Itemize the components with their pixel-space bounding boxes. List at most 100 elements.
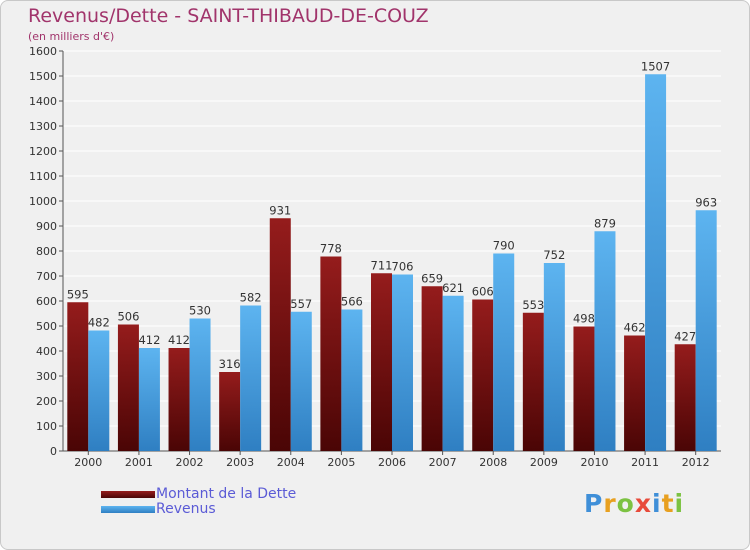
x-tick-label: 2002 [176,456,204,469]
legend-swatch-dette [101,491,155,498]
y-tick-label: 1000 [29,195,57,208]
value-label-dette: 498 [573,312,595,326]
bar-dette [67,302,89,451]
value-label-revenus: 530 [189,304,211,318]
logo-letter: t [661,489,675,518]
proxiti-logo: Proxiti [584,489,684,518]
bar-revenus [645,74,667,451]
bar-revenus [493,253,515,451]
x-tick-label: 2009 [530,456,558,469]
value-label-revenus: 582 [240,291,262,305]
value-label-revenus: 557 [290,297,312,311]
y-tick-label: 700 [36,270,57,283]
value-label-dette: 659 [421,271,443,285]
bar-revenus [189,318,211,451]
value-label-dette: 553 [522,298,544,312]
x-tick-label: 2007 [429,456,457,469]
bar-dette [624,335,646,451]
value-label-revenus: 706 [392,260,414,274]
y-tick-label: 300 [36,370,57,383]
bar-dette [573,326,595,451]
value-label-revenus: 482 [88,316,110,330]
x-tick-label: 2004 [277,456,305,469]
bar-revenus [392,274,413,451]
value-label-dette: 931 [269,203,291,217]
x-tick-label: 2008 [479,456,507,469]
y-tick-label: 1400 [29,95,57,108]
x-tick-label: 2011 [631,456,659,469]
bar-revenus [240,305,262,451]
bar-dette [472,299,494,451]
bar-dette [269,218,291,451]
x-tick-label: 2012 [682,456,710,469]
x-tick-label: 2010 [580,456,608,469]
legend-label-dette: Montant de la Dette [156,486,297,502]
x-tick-label: 2005 [327,456,355,469]
y-tick-label: 200 [36,395,57,408]
bar-dette [674,344,696,451]
bar-revenus [88,330,110,451]
value-label-dette: 595 [67,287,89,301]
value-label-dette: 427 [674,329,696,343]
legend-swatch-revenus [101,506,155,513]
value-label-revenus: 879 [594,216,616,230]
bar-dette [219,372,241,451]
bar-dette [371,273,392,451]
chart-subtitle: (en milliers d'€) [28,30,115,43]
value-label-revenus: 412 [138,333,160,347]
x-tick-label: 2003 [226,456,254,469]
bar-dette [522,312,544,451]
value-label-dette: 778 [320,242,342,256]
value-label-dette: 711 [371,258,393,272]
logo-letter: i [674,489,685,518]
bar-dette [168,348,190,451]
x-tick-label: 2006 [378,456,406,469]
y-tick-label: 1100 [29,170,57,183]
value-label-revenus: 790 [493,239,515,253]
bar-revenus [594,231,616,451]
value-label-revenus: 566 [341,295,363,309]
chart-title: Revenus/Dette - SAINT-THIBAUD-DE-COUZ [28,5,429,27]
logo-letter: o [616,489,635,518]
value-label-dette: 412 [168,333,190,347]
logo-letter: i [652,489,662,518]
bar-revenus [341,309,363,451]
logo-letter: r [603,489,617,518]
x-tick-label: 2001 [125,456,153,469]
legend-label-revenus: Revenus [156,501,216,517]
value-label-dette: 462 [624,321,646,335]
value-label-revenus: 1507 [641,59,670,73]
value-label-dette: 606 [472,285,494,299]
y-tick-label: 0 [50,445,57,458]
logo-letter: x [634,489,652,518]
value-label-dette: 506 [117,310,139,324]
y-tick-label: 1500 [29,70,57,83]
value-label-dette: 316 [219,357,241,371]
y-tick-label: 600 [36,295,57,308]
bar-dette [320,256,342,451]
labels: 0 100 200 300 400 500 600 700 800 900 1000 1100 1200… [29,45,717,469]
bar-revenus [442,295,464,451]
y-tick-label: 100 [36,420,57,433]
x-tick-label: 2000 [74,456,102,469]
y-tick-label: 900 [36,220,57,233]
y-tick-label: 1200 [29,145,57,158]
bar-revenus [290,311,312,451]
y-tick-label: 800 [36,245,57,258]
y-tick-label: 500 [36,320,57,333]
bar-revenus [695,210,717,451]
y-tick-label: 1300 [29,120,57,133]
value-label-revenus: 963 [695,195,717,209]
bar-revenus [138,348,160,451]
y-tick-label: 400 [36,345,57,358]
bar-dette [117,324,139,451]
value-label-revenus: 752 [543,248,565,262]
bars [67,74,717,451]
y-tick-label: 1600 [29,45,57,58]
bar-revenus [543,263,565,451]
value-label-revenus: 621 [442,281,464,295]
bar-dette [421,286,443,451]
logo-letter: P [584,489,604,518]
